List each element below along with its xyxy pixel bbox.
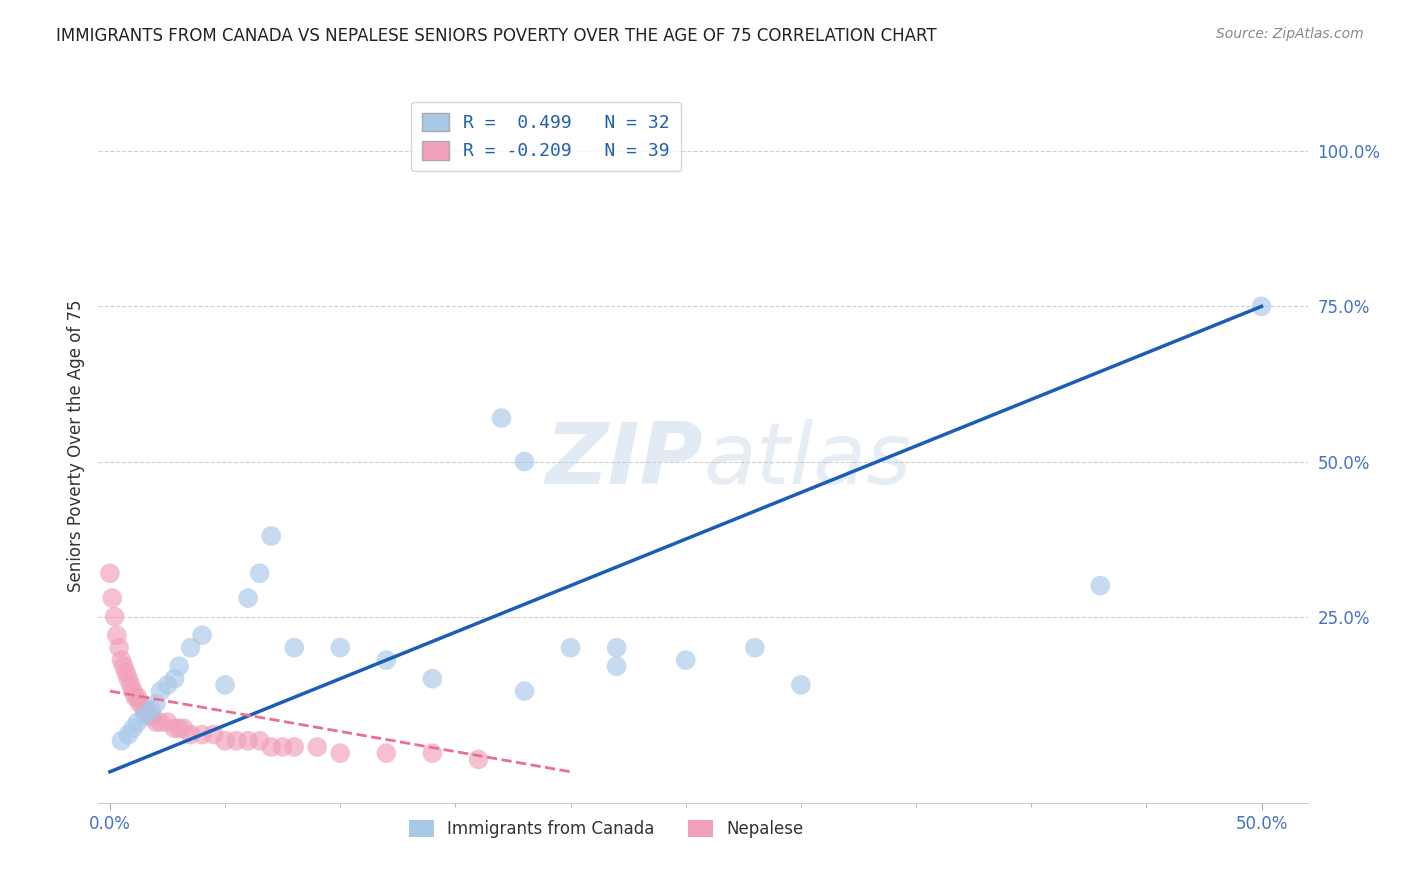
- Point: [422, 672, 444, 686]
- Point: [156, 715, 179, 730]
- Legend: Immigrants from Canada, Nepalese: Immigrants from Canada, Nepalese: [402, 813, 810, 845]
- Point: [110, 733, 132, 747]
- Text: atlas: atlas: [703, 418, 911, 502]
- Point: [105, 628, 128, 642]
- Point: [675, 653, 697, 667]
- Point: [236, 733, 259, 747]
- Point: [138, 709, 160, 723]
- Point: [513, 684, 536, 698]
- Point: [156, 678, 179, 692]
- Point: [103, 609, 125, 624]
- Point: [560, 640, 582, 655]
- Point: [271, 739, 294, 754]
- Point: [141, 709, 163, 723]
- Point: [163, 672, 186, 686]
- Point: [117, 727, 139, 741]
- Point: [167, 722, 190, 736]
- Point: [167, 659, 190, 673]
- Point: [214, 678, 236, 692]
- Point: [124, 690, 146, 705]
- Point: [225, 733, 247, 747]
- Point: [422, 746, 444, 760]
- Point: [1090, 579, 1112, 593]
- Point: [214, 733, 236, 747]
- Point: [134, 709, 156, 723]
- Point: [283, 640, 305, 655]
- Point: [110, 653, 132, 667]
- Point: [149, 715, 172, 730]
- Point: [128, 697, 150, 711]
- Text: ZIP: ZIP: [546, 418, 703, 502]
- Point: [141, 703, 163, 717]
- Point: [375, 653, 398, 667]
- Point: [790, 678, 813, 692]
- Point: [283, 739, 305, 754]
- Point: [329, 640, 352, 655]
- Point: [163, 722, 186, 736]
- Point: [202, 727, 225, 741]
- Point: [513, 454, 536, 468]
- Point: [491, 411, 513, 425]
- Point: [467, 752, 489, 766]
- Point: [329, 746, 352, 760]
- Text: Source: ZipAtlas.com: Source: ZipAtlas.com: [1216, 27, 1364, 41]
- Point: [375, 746, 398, 760]
- Point: [249, 733, 271, 747]
- Point: [127, 690, 149, 705]
- Point: [101, 591, 124, 605]
- Point: [606, 659, 628, 673]
- Point: [98, 566, 121, 581]
- Point: [744, 640, 766, 655]
- Point: [191, 727, 214, 741]
- Point: [122, 722, 145, 736]
- Point: [149, 684, 172, 698]
- Point: [108, 640, 131, 655]
- Point: [135, 703, 157, 717]
- Point: [134, 703, 156, 717]
- Point: [180, 727, 202, 741]
- Point: [122, 684, 145, 698]
- Point: [112, 659, 135, 673]
- Point: [191, 628, 214, 642]
- Point: [173, 722, 195, 736]
- Point: [145, 715, 167, 730]
- Point: [260, 739, 283, 754]
- Text: IMMIGRANTS FROM CANADA VS NEPALESE SENIORS POVERTY OVER THE AGE OF 75 CORRELATIO: IMMIGRANTS FROM CANADA VS NEPALESE SENIO…: [56, 27, 936, 45]
- Point: [127, 715, 149, 730]
- Point: [120, 678, 142, 692]
- Point: [307, 739, 329, 754]
- Point: [145, 697, 167, 711]
- Point: [117, 672, 139, 686]
- Point: [606, 640, 628, 655]
- Point: [260, 529, 283, 543]
- Point: [1250, 299, 1272, 313]
- Point: [249, 566, 271, 581]
- Point: [236, 591, 259, 605]
- Y-axis label: Seniors Poverty Over the Age of 75: Seniors Poverty Over the Age of 75: [66, 300, 84, 592]
- Point: [115, 665, 138, 680]
- Point: [180, 640, 202, 655]
